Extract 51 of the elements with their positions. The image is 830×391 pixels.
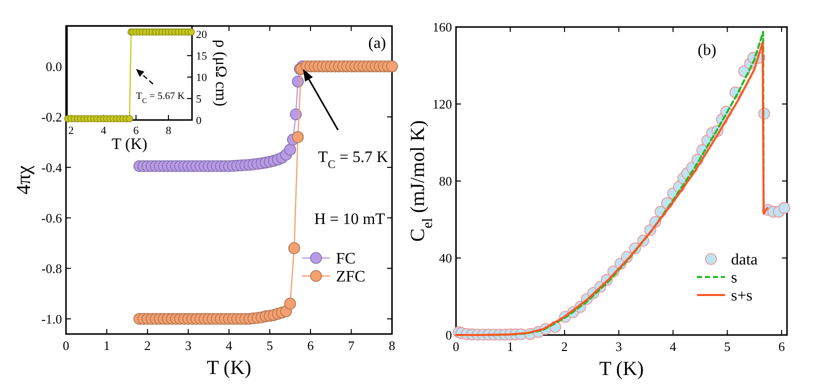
annotation: H = 10 mT — [314, 211, 386, 228]
y2-tick-label: 20 — [196, 29, 208, 42]
annotation: (a) — [368, 35, 386, 52]
x-tick-label: 2 — [561, 339, 568, 354]
x-tick-label: 1 — [507, 339, 514, 354]
y-tick-label: -0.2 — [41, 109, 62, 124]
x-tick-label: 4 — [670, 339, 677, 354]
x-tick-label: 3 — [616, 339, 622, 354]
x-tick-label: 6 — [778, 339, 786, 354]
y-tick-label: 40 — [439, 250, 452, 266]
x-tick-label: 8 — [166, 125, 172, 137]
x-tick-label: 4 — [226, 338, 233, 353]
y-tick-label: -1.0 — [41, 311, 62, 326]
y-tick-label: 160 — [432, 20, 452, 35]
legend-label: data — [731, 252, 758, 269]
y-tick-label: 120 — [432, 96, 452, 112]
y-tick-label: -0.6 — [41, 210, 62, 226]
x-axis-title: T (K) — [599, 358, 644, 380]
annotation: (b) — [698, 42, 716, 59]
x-tick-label: 1 — [104, 338, 110, 353]
x-tick-label: 5 — [724, 339, 731, 354]
y2-tick-label: 15 — [196, 50, 208, 62]
annotation: T$_{C}$ = 5.67 K — [136, 91, 186, 105]
x-tick-label: 3 — [185, 338, 192, 353]
y2-tick-label: 0 — [196, 114, 202, 127]
point — [778, 202, 790, 214]
x-tick-label: 2 — [144, 338, 151, 353]
y-tick-label: 80 — [439, 174, 452, 189]
x-tick-label: 4 — [100, 125, 107, 137]
legend-label: s — [731, 270, 738, 287]
x-axis-title: T (K) — [206, 357, 252, 379]
y2-axis-title: ρ (μΩ cm) — [212, 40, 229, 106]
legend-label: FC — [336, 250, 356, 268]
x-tick-label: 2 — [68, 125, 74, 137]
y-tick-label: -0.8 — [41, 260, 62, 276]
x-tick-label: 8 — [388, 338, 396, 353]
legend-label: s+s — [731, 288, 752, 305]
y2-tick-label: 5 — [196, 93, 202, 106]
x-tick-label: 5 — [266, 338, 273, 353]
x-tick-label: 7 — [348, 338, 355, 353]
x-axis-title: T (K) — [112, 136, 148, 153]
annotation: T$_{C}$ = 5.7 K — [318, 149, 388, 171]
x-tick-label: 6 — [133, 125, 140, 137]
y-tick-label: -0.4 — [41, 160, 62, 175]
y-tick-label: 0.0 — [46, 58, 62, 74]
y2-tick-label: 10 — [196, 72, 208, 84]
legend-label: ZFC — [336, 268, 366, 286]
x-tick-label: 6 — [307, 338, 314, 353]
y-axis-title: 4πχ — [13, 165, 35, 194]
y-tick-label: 0 — [446, 328, 452, 343]
point — [284, 144, 296, 156]
